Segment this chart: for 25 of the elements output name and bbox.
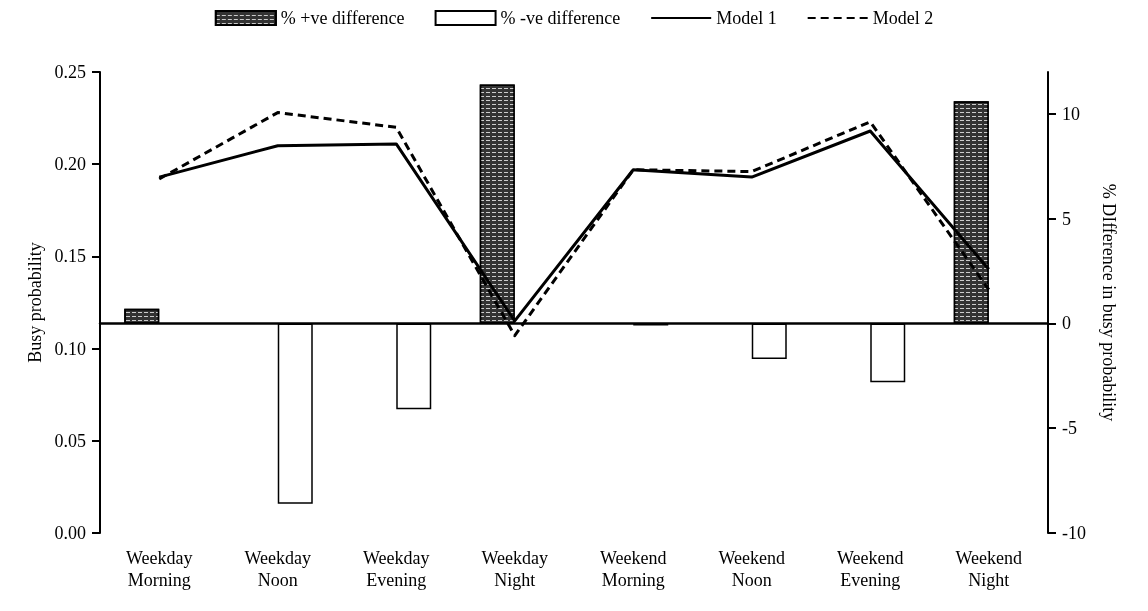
y-tick-label: 0.05 — [54, 430, 86, 451]
y-tick-label: 0.00 — [54, 523, 86, 543]
x-tick-label: Weekend Night — [955, 548, 1023, 590]
y2-tick-label: 5 — [1062, 208, 1071, 229]
y2-tick-label: 0 — [1062, 313, 1071, 334]
y2-tick-label: -5 — [1062, 418, 1077, 439]
x-tick-label: Weekend Evening — [836, 548, 904, 590]
y2-axis-title: % DIfference in busy probability — [1099, 183, 1119, 422]
x-tick-label: Weekday Evening — [362, 548, 430, 590]
legend-label: Model 1 — [716, 8, 777, 28]
x-tick-label: Weekday Noon — [244, 548, 312, 590]
y-axis-title: Busy probability — [24, 242, 45, 363]
x-tick-label: Weekday Night — [481, 548, 549, 590]
y2-tick-label: 10 — [1062, 103, 1080, 124]
x-tick-label: Weekend Morning — [599, 548, 667, 590]
legend-label: Model 2 — [872, 8, 934, 28]
legend-label: % +ve difference — [280, 8, 405, 28]
x-tick-label: Weekday Morning — [125, 548, 193, 590]
y-tick-label: 0.20 — [54, 154, 86, 175]
y2-tick-label: -10 — [1062, 523, 1086, 543]
y-tick-label: 0.15 — [54, 246, 86, 267]
y-tick-label: 0.25 — [54, 62, 86, 82]
x-tick-label: Weekend Noon — [718, 548, 786, 590]
y-tick-label: 0.10 — [54, 338, 86, 359]
legend-label: % -ve difference — [500, 8, 621, 28]
